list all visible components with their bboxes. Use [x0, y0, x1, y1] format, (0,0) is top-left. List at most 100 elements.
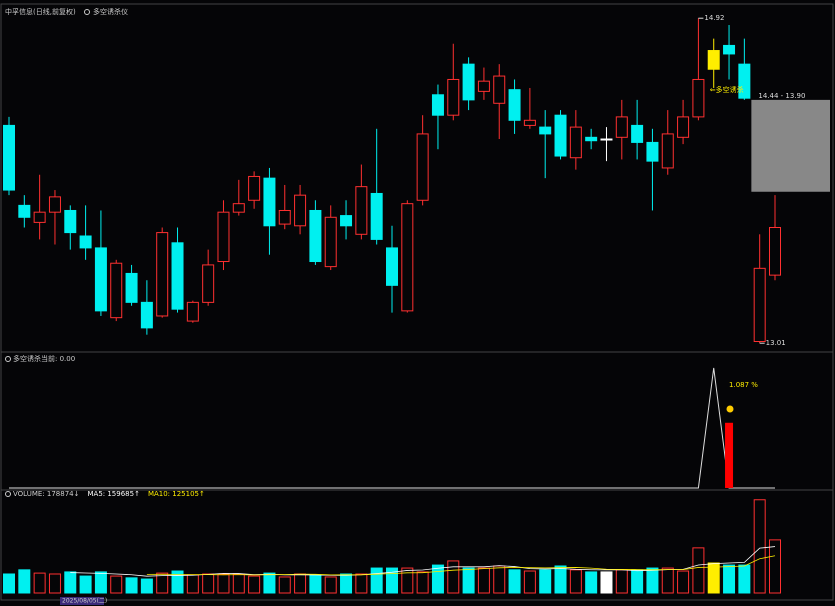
volume-bar	[493, 565, 506, 594]
candle-body	[631, 124, 644, 143]
volume-bar	[110, 575, 123, 594]
volume-bar	[477, 567, 490, 594]
candle-body	[431, 94, 444, 116]
candle-body	[294, 194, 307, 227]
candle-body	[462, 63, 475, 101]
volume-bar	[263, 572, 276, 594]
candle-body	[140, 301, 153, 329]
icon	[5, 491, 11, 497]
volume-bar	[278, 576, 291, 594]
volume-bar	[707, 562, 720, 594]
candle-body	[79, 235, 92, 249]
volume-bar	[171, 570, 184, 594]
volume-bar	[416, 571, 429, 594]
candle-body	[477, 80, 490, 92]
candle-body	[278, 209, 291, 225]
indicator-current: 当前: 0.00	[41, 354, 75, 363]
indicator-label: 多空诱杀	[13, 354, 41, 363]
candle-body	[156, 232, 169, 317]
volume-bar	[370, 567, 383, 594]
volume-bar	[79, 575, 92, 594]
candle-body	[769, 226, 781, 276]
candle-body	[416, 133, 429, 201]
volume-bar	[386, 567, 398, 594]
volume-bar	[554, 565, 567, 594]
signal-label: ⇐多空诱杀	[710, 85, 744, 94]
volume-ma	[146, 555, 776, 576]
volume-bar	[462, 567, 475, 594]
indicator-name: 多空诱杀仪	[93, 7, 128, 16]
indicator-line	[9, 367, 775, 489]
candle-body	[217, 211, 230, 263]
indicator-bar-label: 1.087 %	[729, 381, 758, 389]
candle-body	[110, 262, 123, 319]
volume-bar	[615, 569, 628, 594]
candle-body	[661, 133, 674, 169]
candle-body	[3, 124, 15, 191]
volume-legend: VOLUME: 178874↓	[13, 490, 79, 498]
volume-bar	[692, 547, 705, 594]
volume-bar	[156, 572, 169, 594]
volume-bar	[48, 573, 61, 594]
volume-bar	[33, 572, 46, 594]
date-label: 2025/08/05(二)	[62, 598, 107, 605]
volume-bar	[569, 569, 582, 594]
candle-body	[707, 50, 720, 70]
candle-body	[493, 75, 506, 104]
candle-body	[64, 209, 77, 234]
volume-bar	[294, 573, 307, 594]
indicator-bar	[725, 422, 734, 488]
volume-bar	[186, 574, 199, 594]
volume-legend: MA5: 159685↑	[87, 490, 139, 498]
volume-bar	[140, 578, 153, 594]
candle-body	[355, 186, 368, 235]
candle-body	[401, 203, 414, 312]
volume-bar	[738, 564, 751, 594]
candle-body	[202, 264, 215, 303]
volume-bar	[324, 576, 337, 594]
volume-bar	[94, 571, 107, 594]
volume-bar	[539, 569, 552, 594]
candle-body	[263, 177, 276, 227]
candle-body	[386, 247, 398, 286]
volume-bar	[309, 574, 322, 594]
volume-bar	[769, 539, 781, 594]
candle-body	[677, 116, 690, 138]
candle-body	[585, 136, 598, 142]
candle-body	[539, 126, 552, 135]
candle-body	[340, 215, 353, 227]
candle-body	[125, 272, 138, 303]
volume-bar	[18, 569, 31, 594]
volume-bar	[401, 567, 414, 594]
volume-bar	[202, 573, 215, 594]
zone-label: 14.44 - 13.90	[758, 92, 805, 100]
volume-bar	[508, 569, 521, 594]
candle-body	[508, 89, 521, 121]
zone-box	[751, 99, 830, 192]
volume-bar	[355, 573, 368, 594]
volume-bar	[661, 567, 674, 594]
candle-body	[692, 78, 705, 118]
volume-bar	[723, 564, 736, 594]
icon	[5, 356, 11, 362]
volume-bar	[523, 570, 536, 594]
candle-body	[554, 114, 567, 157]
volume-bar	[600, 571, 613, 594]
volume-bar	[585, 571, 598, 594]
candle-body	[600, 138, 613, 141]
candle-body	[615, 116, 628, 138]
volume-bar	[248, 575, 261, 594]
candle-body	[171, 242, 184, 310]
volume-bar	[431, 564, 444, 594]
candle-body	[723, 44, 736, 55]
candle-body	[232, 203, 245, 213]
icon	[84, 9, 90, 15]
volume-bar	[3, 573, 15, 594]
candle-body	[48, 196, 61, 213]
candle-body	[248, 175, 261, 201]
volume-bar	[753, 499, 766, 594]
volume-bar	[646, 567, 659, 594]
candle-body	[33, 211, 46, 223]
